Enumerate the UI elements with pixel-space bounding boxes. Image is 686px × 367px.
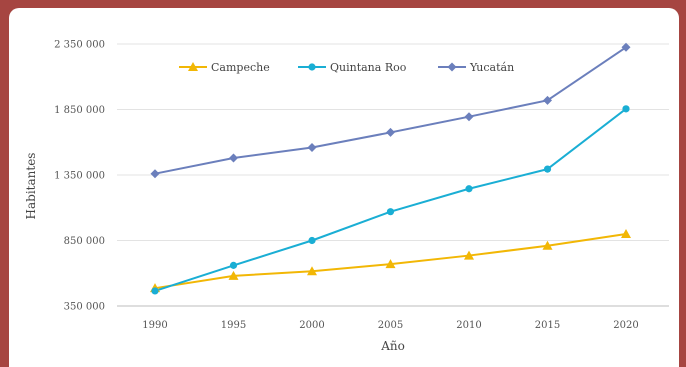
quintana-roo-point bbox=[386, 208, 395, 216]
yucatan-point bbox=[464, 112, 474, 122]
series-markers bbox=[150, 42, 631, 295]
legend-yucatan-marker bbox=[447, 62, 457, 72]
y-tick-label: 1 350 000 bbox=[54, 171, 105, 182]
legend-campeche-label: Campeche bbox=[211, 61, 270, 74]
yucatan-point bbox=[307, 142, 317, 152]
y-tick-label: 1 850 000 bbox=[54, 105, 105, 116]
legend-quintana-roo-label: Quintana Roo bbox=[330, 61, 407, 74]
campeche-point bbox=[228, 270, 239, 280]
quintana-roo-point bbox=[308, 236, 316, 245]
yucatan-point bbox=[229, 153, 238, 163]
quintana-roo-point bbox=[543, 165, 552, 173]
campeche-point bbox=[385, 259, 396, 269]
yucatan-point bbox=[621, 42, 631, 52]
chart-card: 350 000 850 000 1 350 000 1 850 000 2 350 00… bbox=[9, 8, 679, 367]
campeche-point bbox=[464, 250, 474, 260]
x-axis-ticks: 1990 1995 2000 2005 2010 2015 2020 bbox=[142, 320, 638, 331]
quintana-roo-point bbox=[151, 287, 159, 295]
yucatan-point bbox=[150, 169, 160, 179]
legend: Campeche Quintana Roo Yucatán bbox=[179, 61, 514, 74]
x-tick-label: 2005 bbox=[378, 320, 403, 331]
x-axis-title: Año bbox=[380, 339, 405, 353]
legend-quintana-roo-marker bbox=[308, 63, 316, 71]
campeche-point bbox=[621, 228, 631, 238]
yucatan-point bbox=[543, 95, 552, 105]
campeche-point bbox=[307, 266, 317, 276]
quintana-roo-point bbox=[229, 261, 238, 269]
x-tick-label: 2010 bbox=[456, 320, 481, 331]
y-axis-ticks: 350 000 850 000 1 350 000 1 850 000 2 350 00… bbox=[54, 40, 105, 313]
x-tick-label: 2000 bbox=[299, 320, 324, 331]
campeche-point bbox=[542, 240, 553, 250]
y-tick-label: 2 350 000 bbox=[54, 40, 105, 51]
quintana-roo-point bbox=[622, 105, 630, 113]
y-tick-label: 850 000 bbox=[64, 236, 105, 247]
yucatan-point bbox=[386, 127, 395, 137]
legend-campeche-marker bbox=[188, 62, 198, 71]
x-tick-label: 1990 bbox=[142, 320, 167, 331]
x-tick-label: 2020 bbox=[613, 320, 638, 331]
x-tick-label: 1995 bbox=[221, 320, 246, 331]
legend-yucatan-label: Yucatán bbox=[469, 61, 514, 74]
y-axis-title: Habitantes bbox=[24, 153, 38, 220]
y-tick-label: 350 000 bbox=[64, 302, 105, 313]
series-lines bbox=[154, 46, 627, 292]
x-tick-label: 2015 bbox=[535, 320, 560, 331]
quintana-roo-point bbox=[465, 185, 473, 193]
line-chart: 350 000 850 000 1 350 000 1 850 000 2 350 00… bbox=[24, 40, 669, 353]
